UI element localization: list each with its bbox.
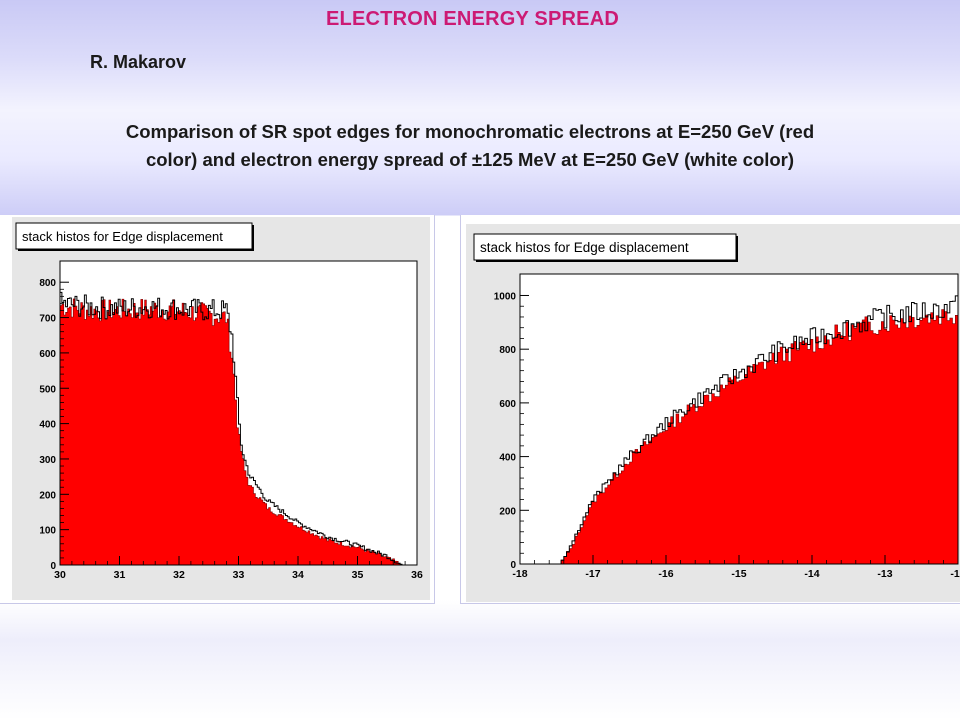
x-tick-label: -14 <box>804 568 819 580</box>
y-tick-label: 700 <box>39 314 56 325</box>
caption-line-2: color) and electron energy spread of ±12… <box>145 149 795 170</box>
y-tick-label: 0 <box>510 560 516 571</box>
x-tick-label: 35 <box>352 569 364 581</box>
x-tick-label: -13 <box>877 568 892 580</box>
y-tick-label: 0 <box>50 561 56 572</box>
x-tick-label: -12 <box>950 568 960 580</box>
caption-line-1: Comparison of SR spot edges for monochro… <box>125 121 815 142</box>
x-tick-label: 31 <box>114 569 126 581</box>
left-histogram-chart: stack histos for Edge displacement 0 100 20… <box>12 217 430 600</box>
x-tick-label: 33 <box>233 569 245 581</box>
chart-title-box <box>15 222 253 250</box>
chart-title: stack histos for Edge displacement <box>480 240 689 255</box>
x-tick-label: 30 <box>54 569 66 581</box>
y-tick-label: 1000 <box>494 291 517 302</box>
x-tick-label: 32 <box>173 569 185 581</box>
x-tick-label: -16 <box>658 568 673 580</box>
y-tick-label: 100 <box>39 526 56 537</box>
y-tick-label: 500 <box>39 384 56 395</box>
right-histogram-chart: stack histos for Edge displacement 0 200 40… <box>466 224 960 602</box>
histogram-white-series <box>520 295 959 565</box>
y-tick-label: 300 <box>39 455 56 466</box>
slide-caption: Comparison of SR spot edges for monochro… <box>0 118 940 174</box>
y-tick-label: 400 <box>499 453 516 464</box>
author-name: R. Makarov <box>90 52 187 72</box>
chart-title: stack histos for Edge displacement <box>22 229 223 244</box>
y-tick-label: 800 <box>39 278 56 289</box>
chart-title-box <box>473 233 737 261</box>
x-tick-label: 34 <box>292 569 304 581</box>
x-tick-label: -18 <box>512 568 527 580</box>
histogram-red-series <box>520 309 959 565</box>
x-tick-label: -15 <box>731 568 746 580</box>
y-tick-label: 200 <box>499 506 516 517</box>
y-tick-label: 200 <box>39 490 56 501</box>
y-tick-label: 600 <box>39 349 56 360</box>
x-tick-label: 36 <box>411 569 423 581</box>
y-tick-label: 400 <box>39 420 56 431</box>
y-tick-label: 600 <box>499 399 516 410</box>
y-tick-label: 800 <box>499 345 516 356</box>
histogram-white-series <box>59 291 417 566</box>
slide-title: ELECTRON ENERGY SPREAD <box>326 8 619 30</box>
x-tick-label: -17 <box>585 568 600 580</box>
